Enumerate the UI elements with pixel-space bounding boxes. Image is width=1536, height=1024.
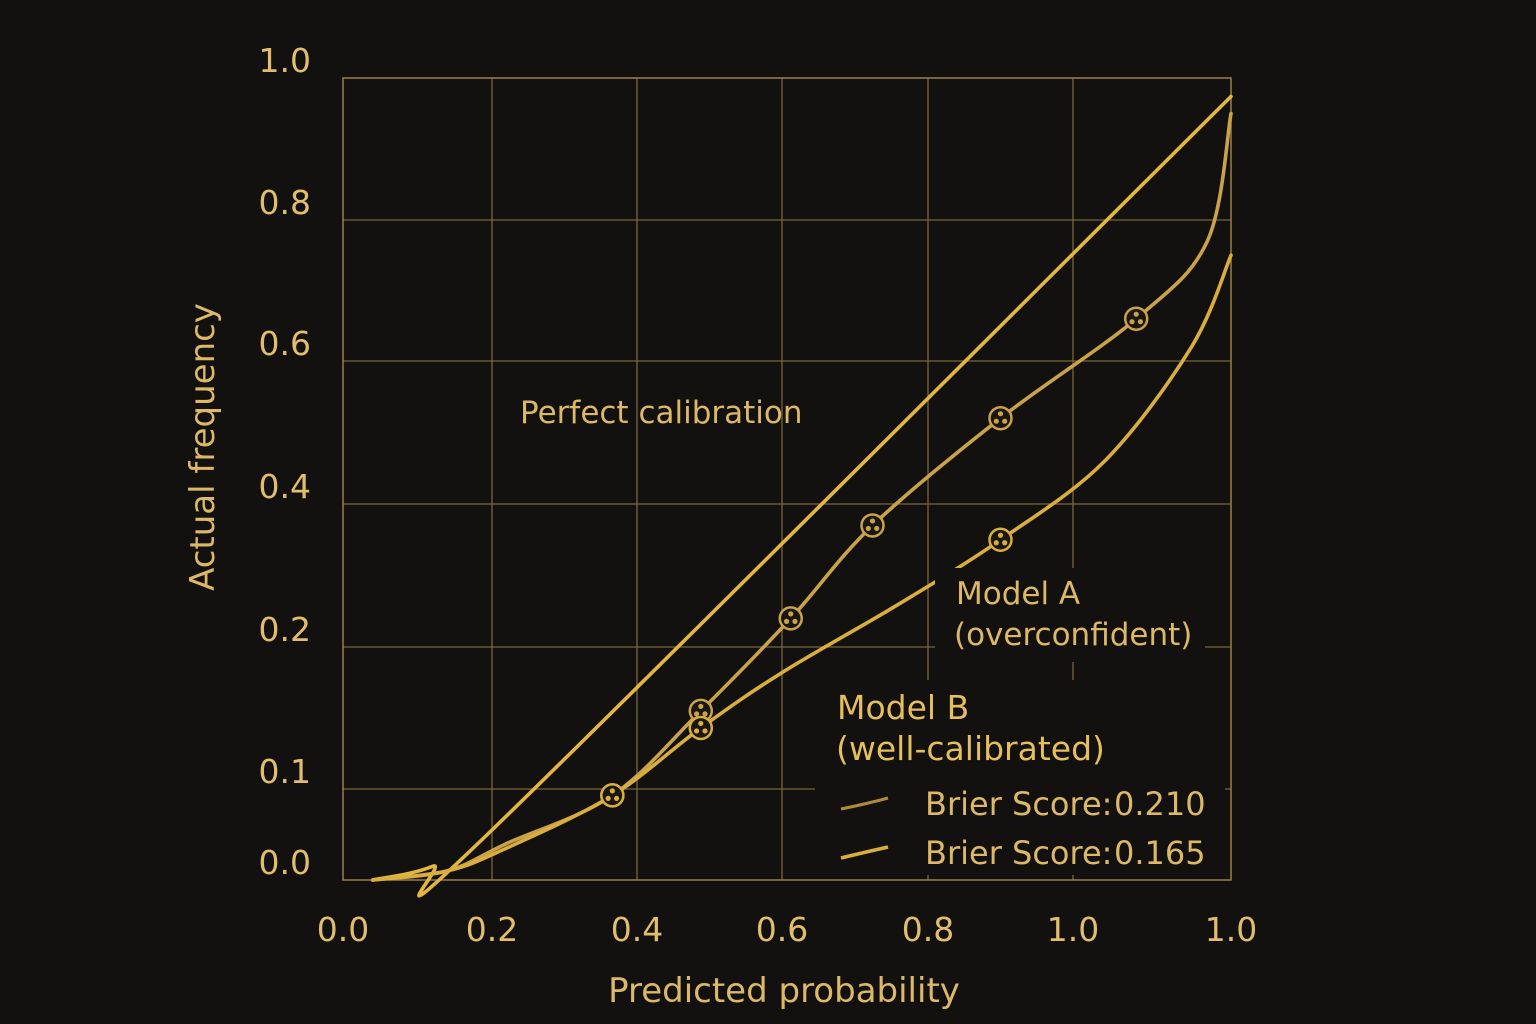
annotation-model-a-note: (overconfident) — [954, 617, 1192, 653]
series-line-model-a — [371, 111, 1233, 882]
plot-frame — [342, 77, 1232, 881]
y-tick-labels: 0.0 0.1 0.2 0.4 0.6 0.8 1.0 — [259, 41, 311, 882]
series-layer — [371, 94, 1233, 898]
annotation-model-a: Model A — [956, 576, 1080, 612]
y-tick-label: 0.2 — [259, 610, 311, 649]
y-tick-label: 0.4 — [259, 467, 311, 506]
data-point-marker — [688, 698, 714, 724]
x-tick-label: 1.0 — [1205, 910, 1257, 949]
marker-layer — [600, 306, 1149, 808]
y-tick-label: 1.0 — [259, 41, 311, 80]
data-point-marker — [778, 606, 804, 631]
data-point-marker — [1123, 306, 1149, 331]
annotation-perfect-calibration: Perfect calibration — [520, 395, 803, 431]
grid — [343, 78, 1231, 880]
legend-swatch-model-a — [840, 796, 889, 811]
y-tick-label: 0.6 — [259, 324, 311, 363]
annotation-model-b-note: (well-calibrated) — [836, 729, 1105, 768]
legend-value-1: 0.210 — [1114, 785, 1206, 823]
x-axis-title: Predicted probability — [608, 971, 960, 1011]
series-line-model-b — [371, 253, 1233, 882]
x-tick-label: 0.2 — [466, 910, 518, 949]
x-tick-label: 0.0 — [317, 910, 369, 949]
data-point-marker — [860, 513, 885, 538]
data-point-marker — [988, 527, 1013, 552]
legend-backdrop — [815, 680, 1225, 875]
legend-value-2: 0.165 — [1114, 834, 1206, 872]
legend-label-1: Brier Score: — [925, 785, 1112, 823]
x-tick-label: 1.0 — [1047, 910, 1099, 949]
y-tick-label: 0.8 — [259, 183, 311, 222]
data-point-marker — [988, 405, 1013, 431]
data-point-marker — [688, 715, 714, 741]
x-tick-label: 0.6 — [756, 910, 808, 949]
legend-label-2: Brier Score: — [925, 834, 1112, 872]
series-line-perfect-calibration — [371, 94, 1233, 898]
legend-swatch-model-b — [840, 845, 889, 860]
model-a-label-backdrop — [935, 568, 1205, 662]
legend: Brier Score: 0.210 Brier Score: 0.165 — [840, 785, 1206, 872]
y-tick-label: 0.1 — [259, 752, 311, 791]
data-point-marker — [600, 783, 625, 808]
annotation-model-b: Model B — [837, 688, 969, 727]
x-tick-label: 0.4 — [611, 910, 663, 949]
y-axis-title: Actual frequency — [183, 303, 223, 591]
y-tick-label: 0.0 — [259, 843, 311, 882]
x-tick-label: 0.8 — [902, 910, 954, 949]
x-tick-labels: 0.0 0.2 0.4 0.6 0.8 1.0 1.0 — [317, 910, 1257, 949]
